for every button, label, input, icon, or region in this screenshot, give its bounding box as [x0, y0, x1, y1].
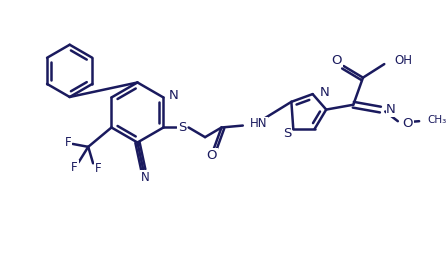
Text: F: F — [95, 162, 101, 175]
Text: O: O — [206, 149, 217, 162]
Text: S: S — [178, 121, 186, 134]
Text: N: N — [141, 171, 149, 184]
Text: F: F — [71, 161, 78, 174]
Text: O: O — [403, 117, 413, 130]
Text: S: S — [283, 127, 292, 140]
Text: N: N — [319, 86, 329, 99]
Text: O: O — [332, 54, 342, 67]
Text: HN: HN — [250, 117, 267, 130]
Text: N: N — [168, 89, 178, 102]
Text: N: N — [386, 103, 396, 116]
Text: F: F — [65, 136, 71, 149]
Text: OH: OH — [394, 54, 412, 67]
Text: CH₃: CH₃ — [427, 115, 446, 125]
